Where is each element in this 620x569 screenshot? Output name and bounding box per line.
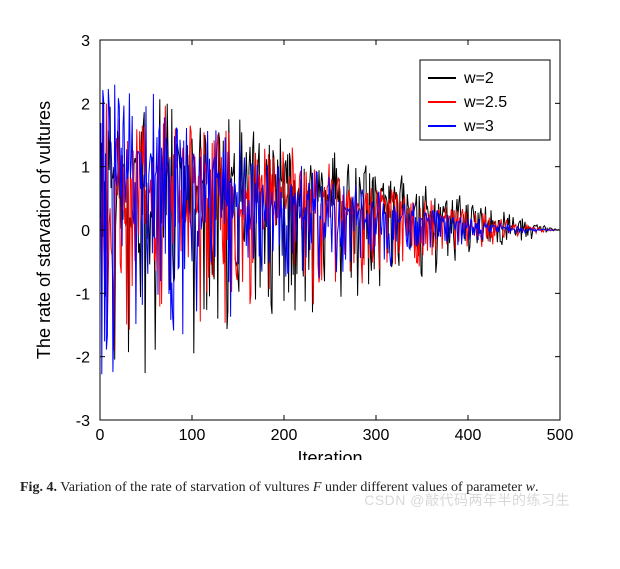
- chart-area: 0 100 200 300 400 500 -3 -2 -1 0 1 2 3 Iteration The r…: [20, 20, 580, 460]
- y-tick-label: -3: [76, 413, 90, 430]
- figure-caption: Fig. 4. Variation of the rate of starvat…: [20, 478, 580, 498]
- caption-text-2: under different values of parameter: [321, 480, 525, 495]
- y-tick-label: -2: [76, 350, 90, 367]
- x-tick-label: 100: [179, 427, 206, 444]
- legend-label: w=2: [463, 70, 494, 87]
- caption-fig-label: Fig. 4.: [20, 480, 57, 495]
- line-chart-svg: 0 100 200 300 400 500 -3 -2 -1 0 1 2 3 Iteration The r…: [20, 20, 580, 460]
- x-tick-label: 200: [271, 427, 298, 444]
- caption-var-w: w: [526, 480, 535, 495]
- y-tick-label: 1: [81, 160, 90, 177]
- y-tick-label: -1: [76, 286, 90, 303]
- legend-label: w=2.5: [463, 94, 507, 111]
- x-tick-label: 300: [363, 427, 390, 444]
- x-tick-label: 0: [96, 427, 105, 444]
- y-tick-label: 2: [81, 96, 90, 113]
- x-tick-label: 500: [547, 427, 574, 444]
- x-tick-label: 400: [455, 427, 482, 444]
- x-axis-label: Iteration: [297, 448, 362, 460]
- legend-label: w=3: [463, 118, 494, 135]
- y-tick-label: 0: [81, 223, 90, 240]
- caption-text-1: Variation of the rate of starvation of v…: [60, 480, 313, 495]
- figure: 0 100 200 300 400 500 -3 -2 -1 0 1 2 3 Iteration The r…: [20, 20, 600, 498]
- y-axis-label: The rate of starvation of vultures: [34, 101, 54, 359]
- caption-text-3: .: [535, 480, 539, 495]
- y-tick-label: 3: [81, 33, 90, 50]
